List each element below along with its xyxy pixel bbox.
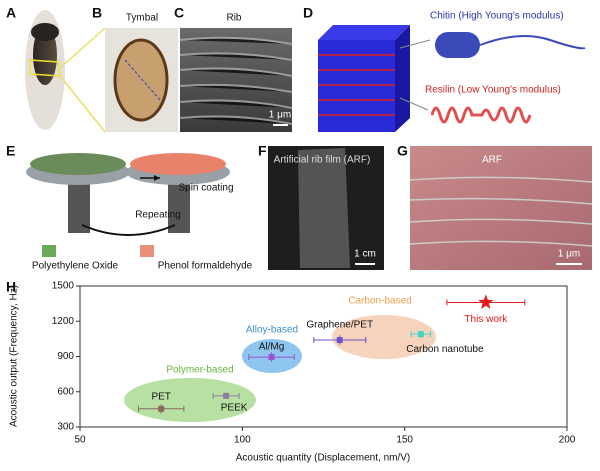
annotation: Spin coating xyxy=(178,183,233,194)
panel-label: A xyxy=(6,5,16,21)
point xyxy=(223,392,230,399)
panel-label: F xyxy=(258,143,267,159)
chitin-fiber xyxy=(435,32,586,58)
sem-image xyxy=(180,28,292,132)
annotation: Repeating xyxy=(135,210,181,221)
y-tick-label: 600 xyxy=(57,386,74,397)
scale-bar-label: 1 μm xyxy=(269,110,291,121)
point xyxy=(478,294,494,309)
panel-label: E xyxy=(6,143,15,159)
annotation: Polyethylene Oxide xyxy=(32,261,119,272)
annotation: Phenol formaldehyde xyxy=(158,261,253,272)
panel-title: Tymbal xyxy=(126,13,158,24)
group-label: Alloy-based xyxy=(246,325,298,336)
y-tick-label: 1200 xyxy=(52,316,75,327)
point xyxy=(268,354,275,361)
cube xyxy=(318,25,410,132)
annotation: Chitin (High Young's modulus) xyxy=(430,11,564,22)
cicada-image xyxy=(25,10,65,130)
resilin-spring xyxy=(430,106,532,124)
y-axis-label: Acoustic output (Frequency, Hz) xyxy=(9,285,20,427)
panel-title: ARF xyxy=(482,155,502,166)
panel-label: B xyxy=(92,5,102,21)
group-label: Carbon-based xyxy=(348,296,411,307)
x-tick-label: 200 xyxy=(559,435,576,446)
group-ellipse xyxy=(332,315,436,359)
x-tick-label: 100 xyxy=(234,435,251,446)
annotation: Resilin (Low Young's modulus) xyxy=(425,85,561,96)
y-tick-label: 900 xyxy=(57,351,74,362)
y-tick-label: 1500 xyxy=(52,281,75,292)
sem-layers xyxy=(409,176,593,247)
panel-label: H xyxy=(6,279,16,295)
point-label: Carbon nanotube xyxy=(406,344,484,355)
scale-bar-label: 1 cm xyxy=(354,249,376,260)
group-label: Polymer-based xyxy=(166,365,233,376)
point xyxy=(158,405,165,412)
panel-label: C xyxy=(174,5,184,21)
sem-image xyxy=(410,146,592,270)
point-label: This work xyxy=(464,314,508,325)
point xyxy=(417,331,424,338)
film xyxy=(298,148,350,268)
point-label: PET xyxy=(151,391,170,402)
sem-fibers xyxy=(179,36,293,125)
pointer xyxy=(399,39,431,111)
panel-label: D xyxy=(303,5,313,21)
y-tick-label: 300 xyxy=(57,422,74,433)
dashed-line xyxy=(124,59,161,101)
point-label: PEEK xyxy=(221,403,248,414)
group-ellipse xyxy=(124,378,256,422)
panel-title: Artificial rib film (ARF) xyxy=(274,155,371,166)
point-label: Graphene/PET xyxy=(306,320,373,331)
x-tick-label: 150 xyxy=(396,435,413,446)
panel-title: Rib xyxy=(226,13,241,24)
point xyxy=(336,337,343,344)
spin-coater xyxy=(26,153,230,257)
x-axis-label: Acoustic quantity (Displacement, nm/V) xyxy=(236,453,411,464)
scale-bar-label: 1 μm xyxy=(558,249,580,260)
point-label: Al/Mg xyxy=(259,342,285,353)
x-tick-label: 50 xyxy=(74,435,86,446)
tymbal-shape xyxy=(113,38,169,122)
panel-label: G xyxy=(397,143,408,159)
